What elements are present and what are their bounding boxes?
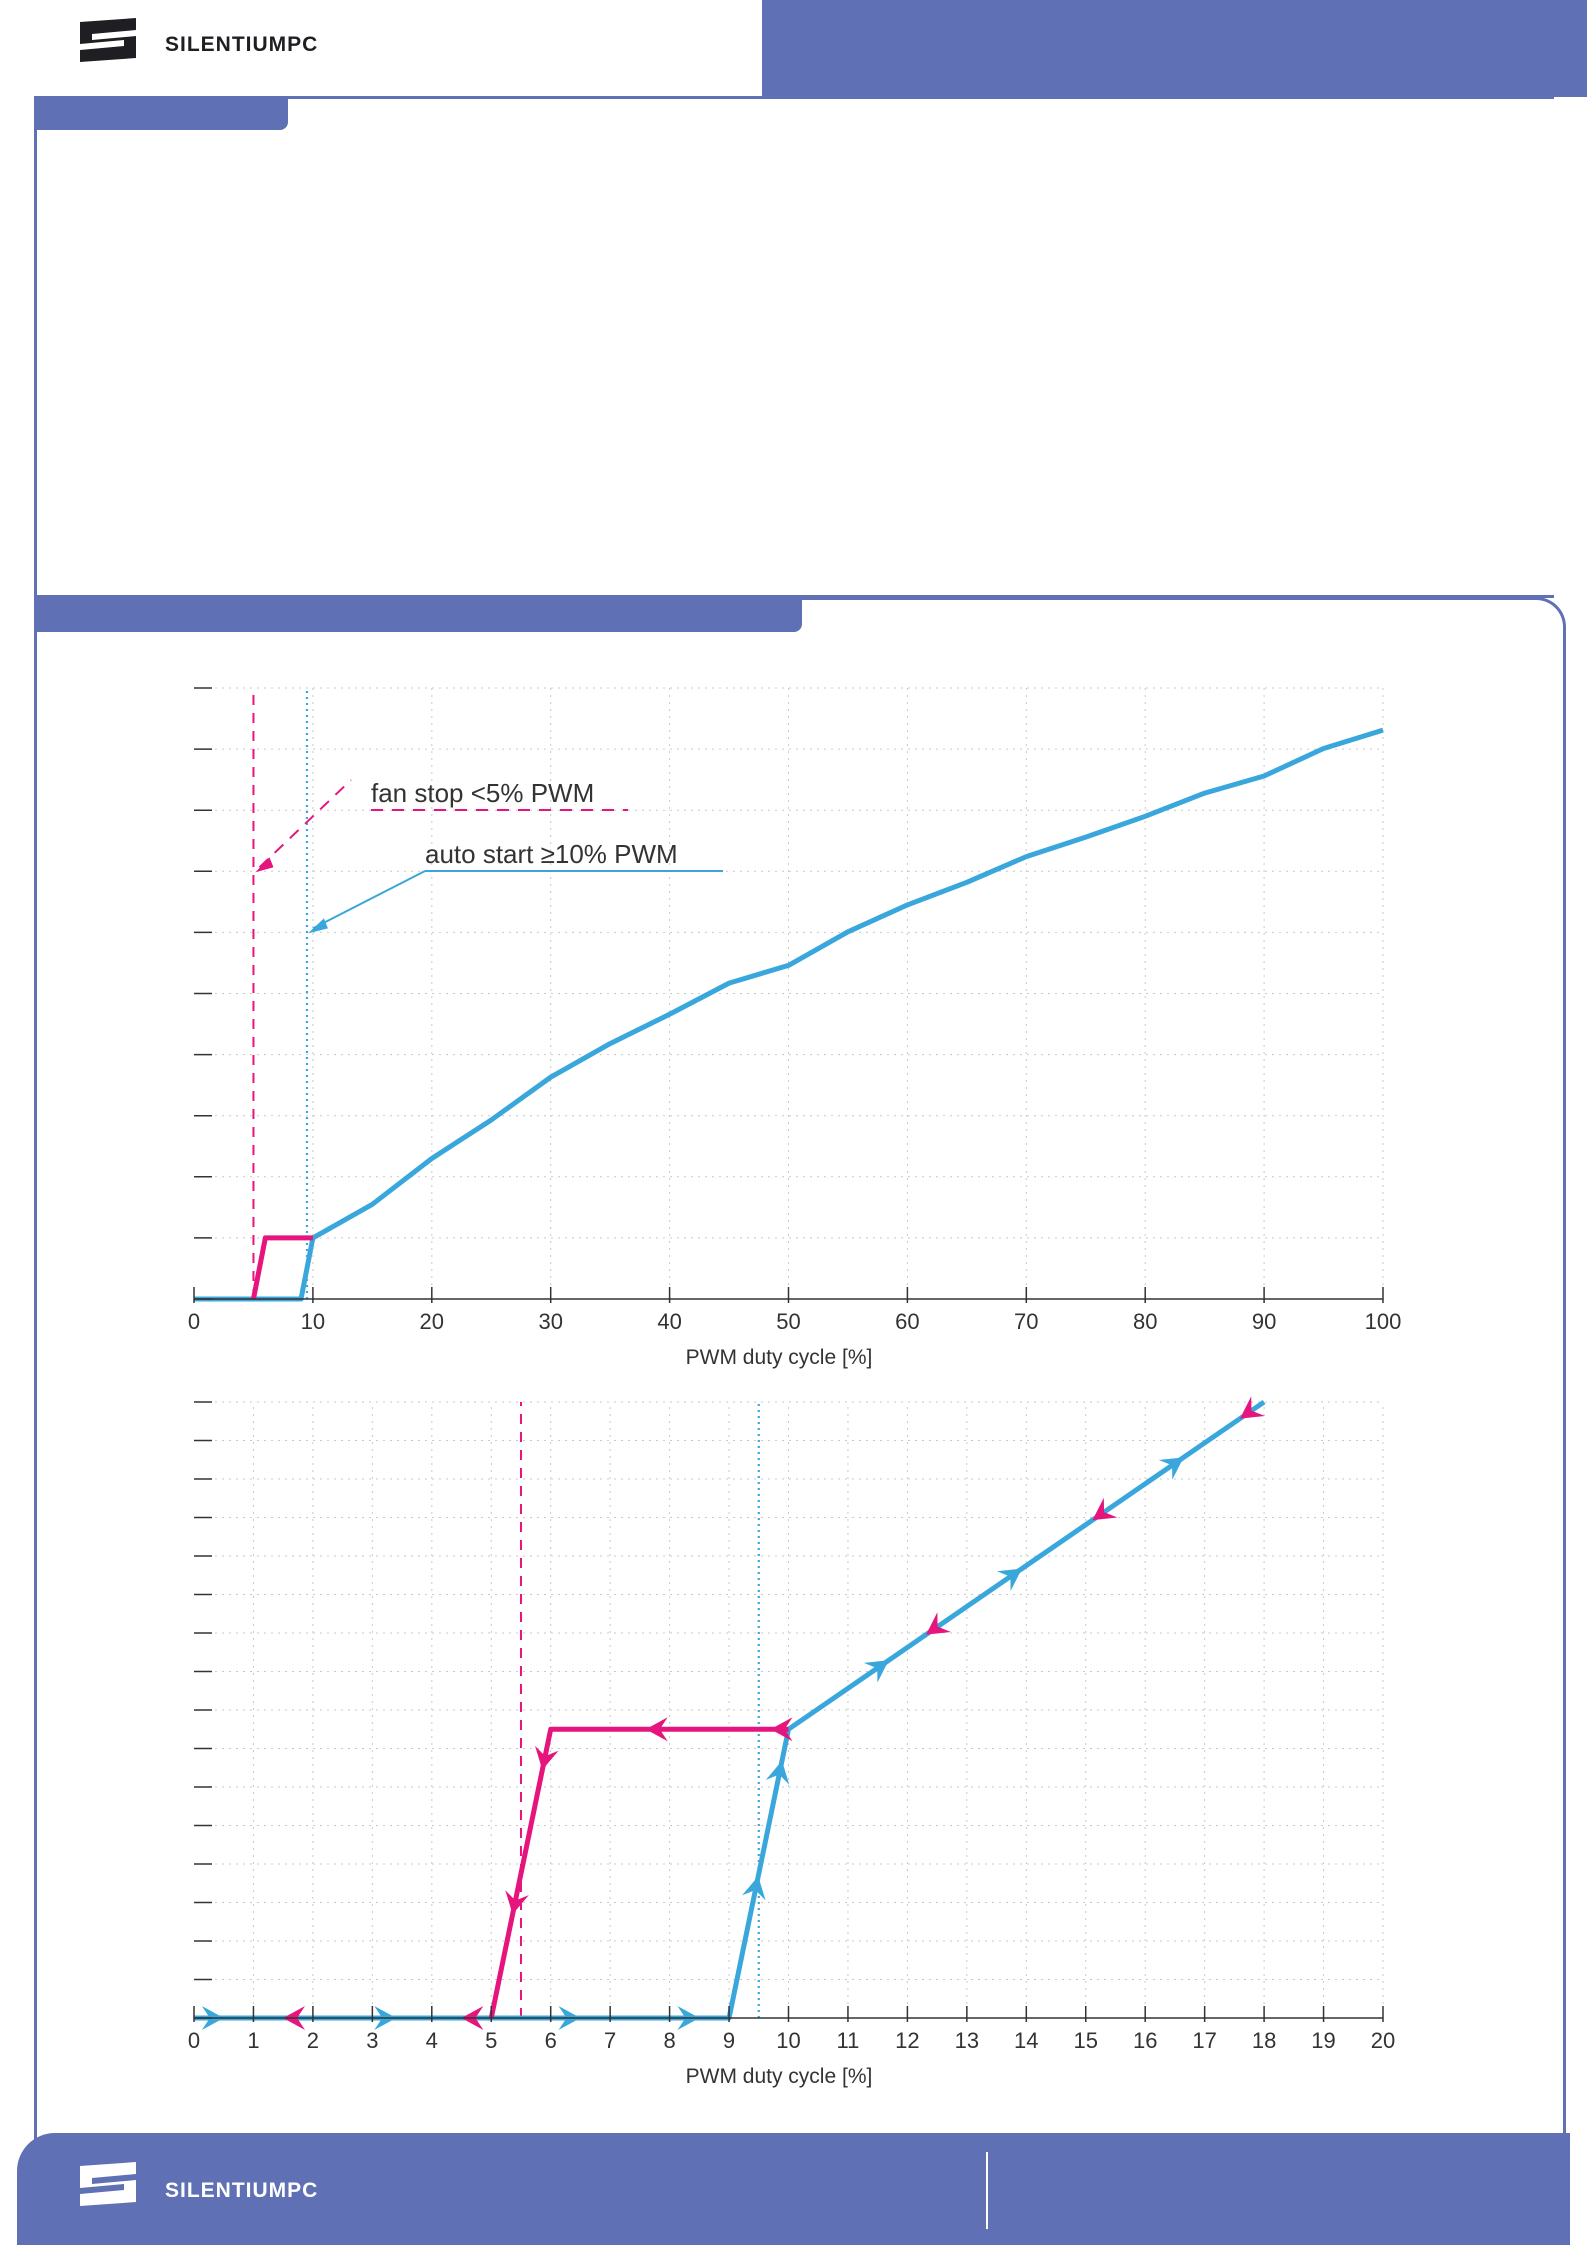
auto-start-annotation: auto start ≥10% PWM (425, 839, 678, 869)
x-tick-label: 60 (895, 1309, 919, 1334)
x-tick-label: 16 (1133, 2028, 1157, 2053)
x-tick-label: 18 (1252, 2028, 1276, 2053)
x-tick-label: 100 (1365, 1309, 1402, 1334)
x-tick-label: 70 (1014, 1309, 1038, 1334)
x-tick-label: 90 (1252, 1309, 1276, 1334)
content-panel-top (34, 96, 1554, 598)
fan-stop-series-line (250, 1235, 313, 1300)
x-tick-label: 0 (188, 2028, 200, 2053)
x-tick-label: 2 (307, 2028, 319, 2053)
x-tick-label: 15 (1074, 2028, 1098, 2053)
x-tick-label: 50 (776, 1309, 800, 1334)
x-tick-label: 5 (485, 2028, 497, 2053)
direction-arrow-icon (863, 1660, 889, 1683)
section-tab-charts (34, 599, 802, 632)
fan-stop-leader-line (258, 779, 352, 869)
x-tick-label: 7 (604, 2028, 616, 2053)
x-tick-label: 1 (247, 2028, 259, 2053)
x-tick-label: 0 (188, 1309, 200, 1334)
x-tick-label: 17 (1192, 2028, 1216, 2053)
direction-arrow-icon (996, 1568, 1022, 1591)
chart-axes: 0 1 2 3 4 5 6 7 8 9 10 11 12 13 14 15 16 17 18 19 20 (188, 1401, 1395, 2053)
x-tick-label: 14 (1014, 2028, 1038, 2053)
x-tick-label: 80 (1133, 1309, 1157, 1334)
direction-arrow-icon (1158, 1457, 1184, 1480)
direction-arrows (201, 1396, 1265, 2030)
footer-divider (986, 2152, 988, 2229)
auto-start-arrowhead (307, 918, 328, 934)
reference-lines (252, 688, 309, 1299)
fan-run-series-line (194, 727, 1384, 1302)
x-tick-label: 19 (1311, 2028, 1335, 2053)
logo-mark-icon (80, 18, 136, 62)
direction-arrow-icon (742, 1876, 766, 1901)
chart-series (194, 727, 1384, 1302)
x-tick-label: 12 (895, 2028, 919, 2053)
direction-arrow-icon (505, 1890, 529, 1915)
chart-annotations: fan stop <5% PWM auto start ≥10% PWM (255, 778, 723, 934)
section-tab (34, 96, 288, 130)
direction-arrow-icon (765, 1760, 790, 1785)
direction-arrow-icon (926, 1612, 951, 1635)
direction-arrow-icon (770, 1717, 793, 1742)
x-tick-label: 11 (837, 2028, 860, 2053)
x-tick-label: 8 (663, 2028, 675, 2053)
brand-name: SILENTIUMPC (165, 33, 319, 56)
x-tick-label: 10 (301, 1309, 325, 1334)
logo-mark-icon (80, 2162, 136, 2206)
x-axis-label: PWM duty cycle [%] (686, 2065, 873, 2088)
fan-stop-annotation: fan stop <5% PWM (371, 778, 594, 808)
x-tick-label: 4 (426, 2028, 438, 2053)
x-tick-label: 6 (545, 2028, 557, 2053)
brand-logo-icon (70, 16, 148, 79)
fan-stop-arrowhead (255, 857, 274, 873)
brand-logo-icon (70, 2160, 148, 2223)
x-tick-label: 40 (657, 1309, 681, 1334)
chart-grid (194, 1401, 1384, 2018)
direction-arrow-icon (1239, 1396, 1265, 1419)
x-tick-label: 20 (1371, 2028, 1395, 2053)
brand-name-footer: SILENTIUMPC (165, 2179, 319, 2202)
fan-stop-series-line (488, 1726, 789, 2019)
x-tick-label: 13 (955, 2028, 979, 2053)
direction-arrow-icon (1092, 1497, 1118, 1521)
x-tick-label: 30 (538, 1309, 562, 1334)
x-tick-label: 20 (420, 1309, 444, 1334)
content-panel-charts (34, 597, 1566, 2142)
direction-arrow-icon (645, 1717, 668, 1742)
auto-start-leader-line (312, 870, 426, 930)
reference-lines (519, 1402, 760, 2018)
x-tick-label: 3 (366, 2028, 378, 2053)
header-accent-band (762, 0, 1587, 97)
direction-arrow-icon (535, 1745, 559, 1770)
pwm-full-range-chart: 0 10 20 30 40 50 60 70 80 90 100 fan stop <5% PWM … (188, 687, 1402, 1369)
pwm-low-range-chart: 0 1 2 3 4 5 6 7 8 9 10 11 12 13 14 15 16 17 18 19 20 PWM dut… (188, 1396, 1395, 2088)
x-tick-label: 10 (776, 2028, 800, 2053)
footer-bar (17, 2133, 1570, 2245)
chart-axes: 0 10 20 30 40 50 60 70 80 90 100 (188, 687, 1402, 1334)
x-tick-label: 9 (723, 2028, 735, 2053)
x-axis-label: PWM duty cycle [%] (686, 1346, 873, 1369)
